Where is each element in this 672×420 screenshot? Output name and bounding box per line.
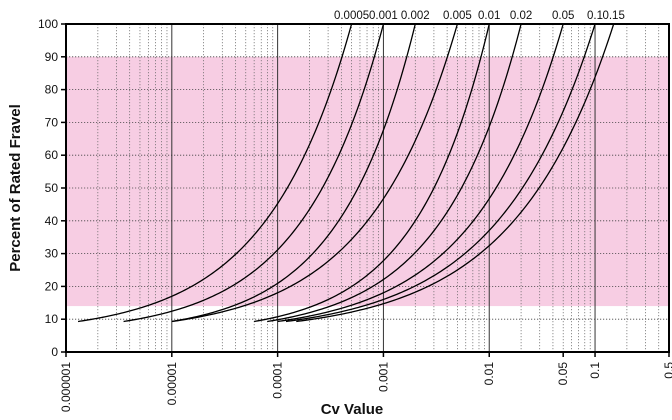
y-tick-label: 70 — [45, 115, 59, 129]
y-tick-label: 90 — [45, 50, 59, 64]
curve-0.15 — [296, 23, 615, 323]
curve-label-0.002: 0.002 — [401, 10, 430, 22]
curve-0.002 — [171, 23, 416, 323]
x-axis-title: Cv Value — [321, 401, 384, 418]
curve-label-0.001: 0.001 — [369, 10, 398, 22]
curve-label-0.15: 0.15 — [602, 10, 624, 22]
y-tick-label: 60 — [45, 148, 59, 162]
x-tick-label: 0.000001 — [59, 362, 73, 412]
plot-frame — [61, 23, 670, 357]
y-tick-label: 20 — [45, 279, 59, 293]
y-tick-label: 80 — [45, 83, 59, 97]
y-tick-label: 100 — [38, 17, 58, 31]
curve-0.01 — [254, 23, 490, 323]
curve-layer — [77, 23, 615, 323]
curve-label-0.01: 0.01 — [478, 10, 500, 22]
curve-label-0.0005: 0.0005 — [334, 10, 369, 22]
curve-label-0.005: 0.005 — [443, 10, 472, 22]
y-tick-label: 10 — [45, 312, 59, 326]
x-tick-label: 0.05 — [556, 362, 570, 386]
curve-labels: 0.0005 0.001 0.002 0.005 0.01 0.02 0.05 0.1 0.15 — [334, 10, 625, 22]
x-tick-label: 0.0001 — [271, 362, 285, 399]
x-tick-labels: 0.000001 0.00001 0.0001 0.001 0.01 0.05 0.1 0.5 — [59, 362, 672, 412]
y-tick-label: 40 — [45, 214, 59, 228]
x-tick-label: 0.01 — [482, 362, 496, 386]
y-tick-label: 30 — [45, 247, 59, 261]
x-tick-label: 0.00001 — [165, 362, 179, 406]
curve-label-0.02: 0.02 — [510, 10, 532, 22]
y-tick-labels: 0 10 20 30 40 50 60 70 80 90 100 — [38, 17, 58, 359]
y-tick-label: 50 — [45, 181, 59, 195]
curve-0.001 — [123, 23, 385, 323]
curve-0.005 — [171, 23, 459, 323]
x-tick-label: 0.1 — [588, 362, 602, 379]
y-tick-label: 0 — [51, 345, 58, 359]
curve-label-0.1: 0.1 — [587, 10, 603, 22]
curve-0.05 — [277, 23, 564, 323]
curve-0.1 — [285, 23, 596, 323]
y-axis-title: Percent of Rated Fravel — [7, 104, 24, 272]
curve-0.0005 — [77, 23, 353, 323]
curve-0.02 — [267, 23, 522, 323]
curve-label-0.05: 0.05 — [552, 10, 574, 22]
x-tick-label: 0.001 — [376, 362, 390, 392]
x-tick-label: 0.5 — [662, 362, 672, 379]
